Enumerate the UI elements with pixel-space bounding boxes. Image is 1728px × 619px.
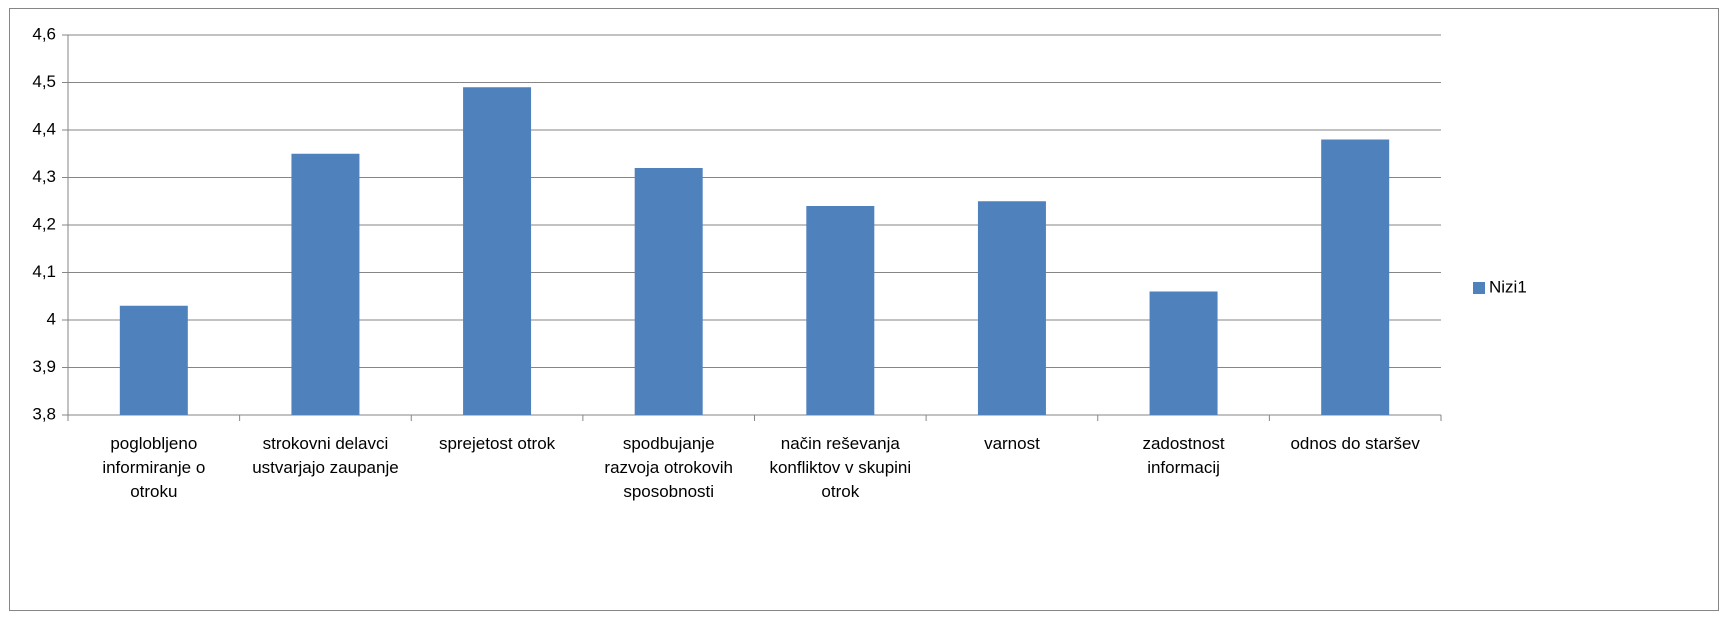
- y-tick-label: 4,3: [32, 167, 56, 186]
- x-tick-label: poglobljeno informiranje o otroku: [102, 434, 206, 501]
- x-tick-label: varnost: [984, 434, 1040, 453]
- x-tick-label: sprejetost otrok: [438, 434, 556, 453]
- x-tick-label: spodbujanje razvoja otrokovih sposobnost…: [604, 434, 733, 501]
- legend-swatch: [1473, 282, 1485, 294]
- bar: [977, 201, 1046, 415]
- bar: [806, 206, 875, 415]
- bar: [119, 305, 188, 415]
- y-tick-label: 4,5: [32, 72, 56, 91]
- legend-label: Nizi1: [1489, 277, 1527, 296]
- y-tick-label: 3,8: [32, 404, 56, 423]
- y-tick-label: 4: [47, 309, 56, 328]
- y-tick-label: 4,2: [32, 214, 56, 233]
- y-tick-label: 4,6: [32, 24, 56, 43]
- x-tick-label: način reševanja konfliktov v skupini otr…: [769, 434, 912, 501]
- y-tick-label: 4,1: [32, 262, 56, 281]
- y-tick-label: 3,9: [32, 357, 56, 376]
- x-tick-label: zadostnost informacij: [1142, 434, 1225, 477]
- bar: [1149, 291, 1218, 415]
- bar: [291, 153, 360, 415]
- bar: [634, 168, 703, 415]
- x-tick-label: odnos do staršev: [1290, 434, 1420, 453]
- x-tick-label: strokovni delavci ustvarjajo zaupanje: [252, 434, 399, 477]
- bar: [463, 87, 532, 415]
- y-tick-label: 4,4: [32, 119, 56, 138]
- bar: [1321, 139, 1390, 415]
